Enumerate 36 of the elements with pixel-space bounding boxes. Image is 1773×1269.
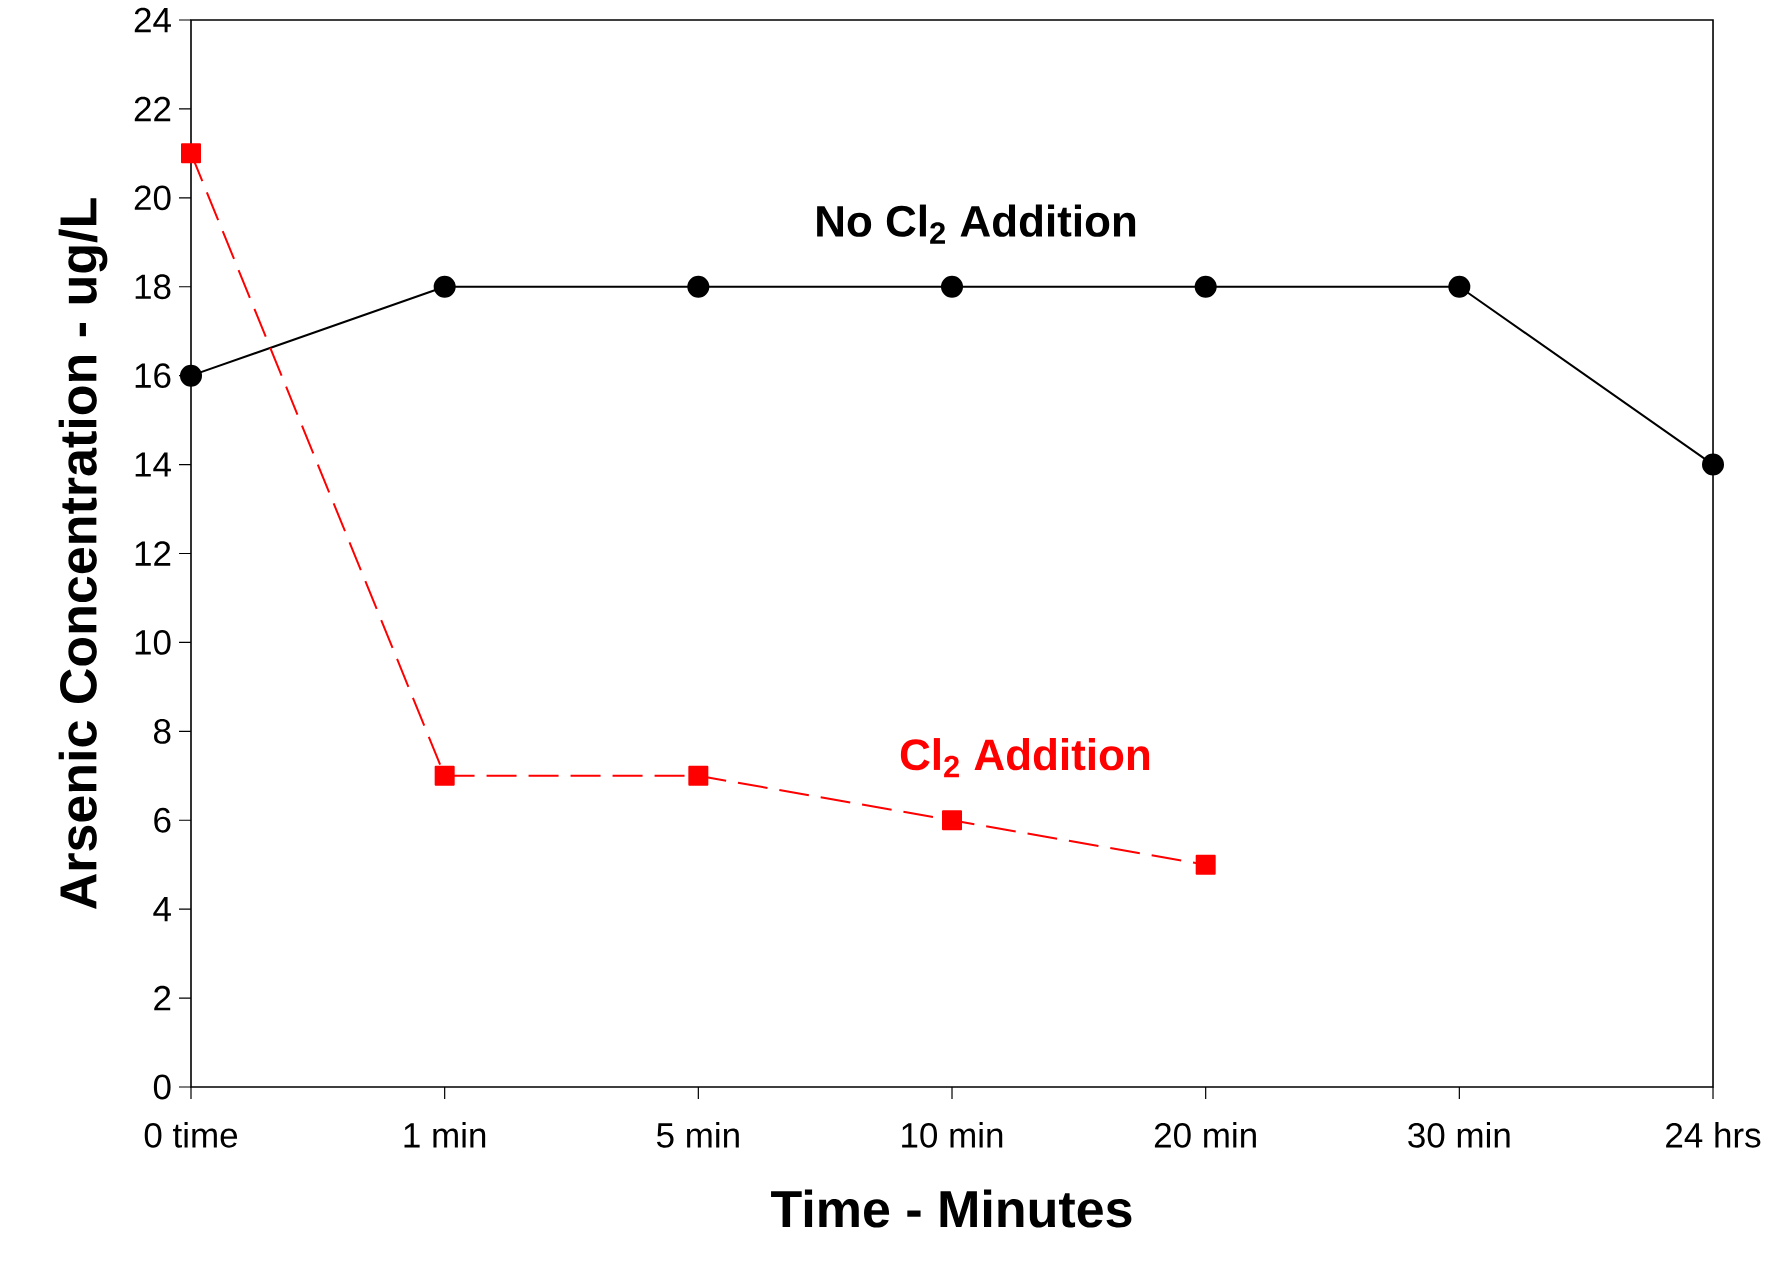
point [1194, 275, 1217, 298]
series-label: Cl$_{2}$ Addition [900, 738, 1150, 778]
point [180, 364, 202, 387]
x-tick-label: 1 min [404, 1122, 486, 1148]
point [687, 275, 710, 298]
y-tick-label: 4 [153, 897, 171, 922]
point [942, 810, 963, 831]
y-tick-label: 12 [135, 541, 171, 566]
point [434, 765, 455, 786]
y-tick-label: 10 [135, 630, 171, 655]
y-tick-label: 24 [134, 7, 171, 33]
point [433, 275, 456, 298]
x-tick-label: 5 min [656, 1122, 739, 1148]
y-tick-label: 8 [154, 718, 171, 744]
x-tick-label: 0 time [144, 1122, 238, 1148]
x-tick-label: 24 hrs [1666, 1122, 1761, 1148]
series-label: No Cl$_{2}$ Addition [817, 204, 1136, 244]
point [1195, 854, 1216, 875]
y-tick-label: 6 [154, 807, 171, 833]
x-tick-label: 20 min [1154, 1122, 1256, 1148]
y-tick-label: 20 [134, 185, 171, 211]
y-axis-title: Arsenic Concentration - ug/L [58, 198, 108, 910]
y-tick-label: 14 [135, 452, 171, 477]
point [1448, 275, 1471, 298]
x-tick-label: 10 min [902, 1122, 1003, 1148]
y-tick-label: 16 [135, 363, 171, 389]
y-tick-label: 2 [154, 985, 171, 1011]
x-tick-label: 30 min [1408, 1122, 1510, 1148]
point [941, 275, 964, 298]
point [1702, 453, 1725, 476]
x-axis-title: Time - Minutes [771, 1189, 1132, 1228]
y-tick-label: 0 [153, 1074, 171, 1100]
y-tick-label: 18 [135, 274, 171, 300]
point [181, 143, 201, 164]
y-tick-label: 22 [134, 96, 171, 122]
point [688, 765, 709, 786]
